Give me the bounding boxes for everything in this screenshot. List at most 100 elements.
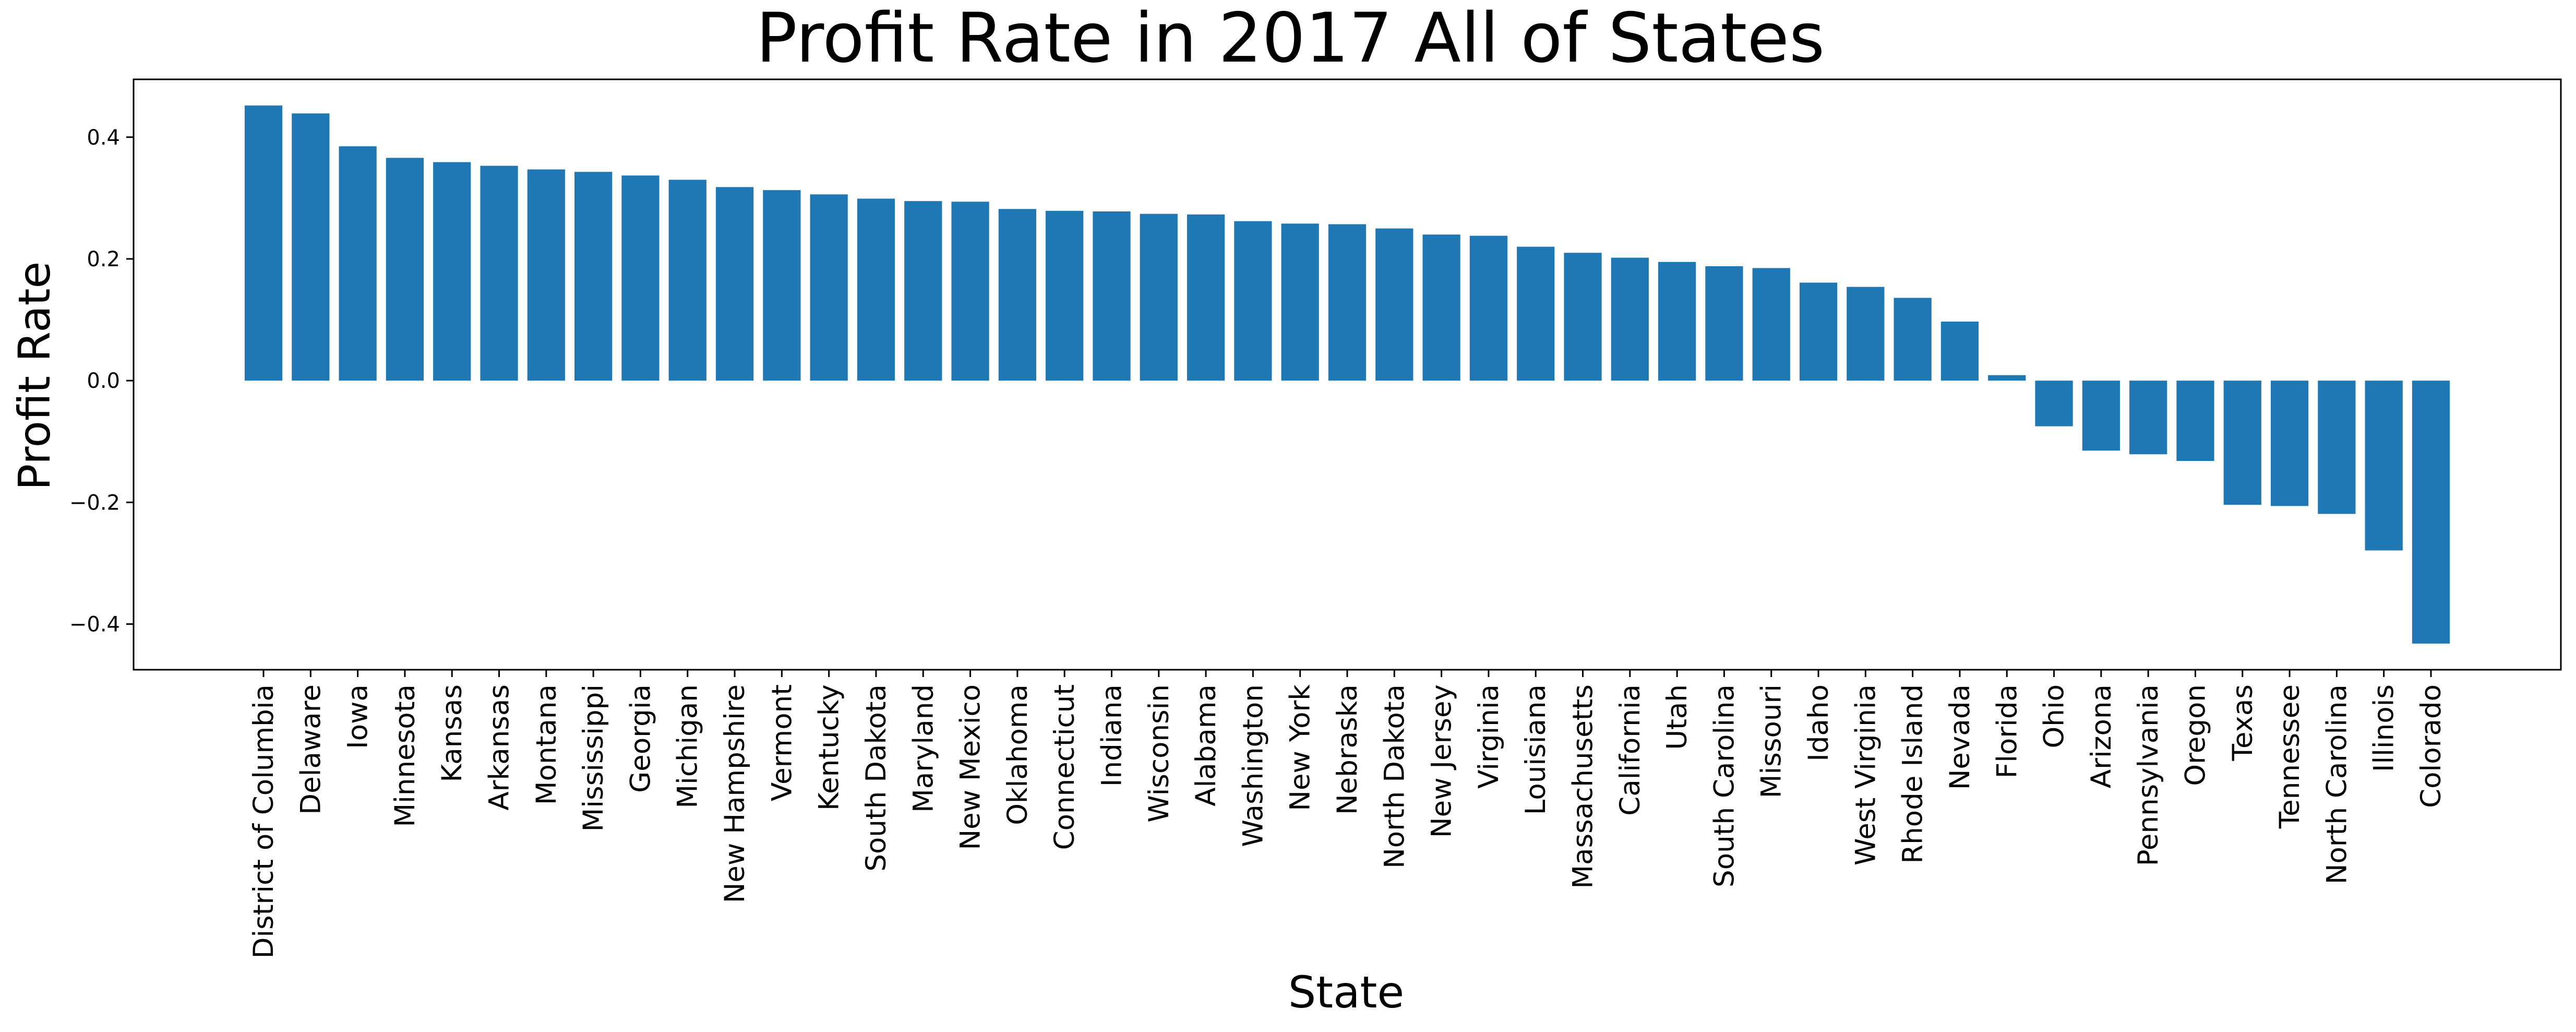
x-tick-label: Connecticut [1049, 684, 1081, 850]
bar-arkansas [480, 165, 518, 381]
bar-tennessee [2270, 381, 2309, 506]
x-tick-label: Missouri [1756, 684, 1788, 798]
x-tick-label: Rhode Island [1897, 684, 1929, 864]
bar-oklahoma [998, 209, 1036, 381]
bar-michigan [668, 180, 706, 381]
x-tick-label: North Carolina [2321, 684, 2353, 884]
bar-new-hampshire [715, 187, 754, 381]
x-tick-label: Virginia [1473, 684, 1505, 789]
x-tick-label: New Jersey [1426, 684, 1458, 838]
bar-iowa [339, 146, 377, 381]
y-tick-label: −0.4 [69, 613, 120, 637]
bar-massachusetts [1564, 253, 1602, 381]
y-ticks-group: −0.4 −0.2 0.0 0.2 0.4 [69, 126, 134, 637]
bar-connecticut [1046, 210, 1084, 381]
x-tick-label: Pennsylvania [2132, 684, 2164, 866]
bar-district-of-columbia [244, 105, 283, 381]
x-tick-label: Texas [2227, 684, 2259, 762]
bar-virginia [1469, 235, 1508, 381]
bar-illinois [2365, 381, 2403, 551]
bar-maryland [904, 201, 942, 381]
x-tick-label: Ohio [2039, 684, 2070, 748]
x-ticks-group: District of Columbia Delaware Iowa Minnesot… [248, 670, 2447, 958]
x-tick-label: Georgia [625, 684, 656, 793]
bar-west-virginia [1847, 287, 1885, 381]
x-tick-label: Iowa [342, 684, 374, 749]
y-tick-label: −0.2 [69, 491, 120, 515]
bar-louisiana [1517, 246, 1555, 381]
bar-montana [527, 169, 565, 381]
bar-colorado [2412, 381, 2450, 644]
x-tick-label: Montana [531, 684, 562, 805]
bar-new-york [1281, 223, 1319, 381]
x-tick-label: Colorado [2415, 684, 2447, 808]
bar-vermont [763, 190, 801, 381]
x-tick-label: Arizona [2086, 684, 2117, 788]
bar-north-dakota [1375, 228, 1413, 381]
x-tick-label: New Hampshire [719, 684, 751, 903]
chart-title: Profit Rate in 2017 All of States [756, 0, 1825, 78]
x-axis-label: State [1288, 967, 1404, 1018]
x-tick-label: Florida [1991, 684, 2023, 778]
x-tick-label: North Dakota [1379, 684, 1410, 869]
x-tick-label: Michigan [672, 684, 704, 809]
bar-oregon [2176, 381, 2214, 461]
bar-new-mexico [951, 201, 989, 381]
bar-south-carolina [1705, 266, 1743, 381]
bar-rhode-island [1894, 298, 1932, 381]
bar-wisconsin [1140, 213, 1178, 381]
x-tick-label: New Mexico [955, 684, 987, 850]
x-tick-label: Oregon [2179, 684, 2211, 786]
bar-nebraska [1328, 224, 1367, 381]
bar-minnesota [386, 158, 424, 381]
x-tick-label: Alabama [1190, 684, 1222, 806]
x-tick-label: California [1614, 684, 1646, 816]
bar-south-dakota [857, 198, 895, 381]
x-tick-label: Massachusetts [1567, 684, 1599, 889]
x-tick-label: South Dakota [860, 684, 892, 872]
y-axis-label: Profit Rate [9, 262, 60, 490]
x-tick-label: Wisconsin [1143, 684, 1175, 823]
x-tick-label: District of Columbia [248, 684, 280, 958]
x-tick-label: Nebraska [1332, 684, 1363, 815]
x-tick-label: Oklahoma [1002, 684, 1034, 825]
bar-arizona [2082, 381, 2120, 451]
x-tick-label: Mississippi [578, 684, 609, 832]
x-tick-label: Minnesota [389, 684, 421, 827]
x-tick-label: Maryland [907, 684, 939, 813]
x-tick-label: Idaho [1803, 684, 1835, 762]
x-tick-label: South Carolina [1708, 684, 1740, 887]
y-tick-label: 0.2 [87, 247, 120, 271]
x-tick-label: New York [1285, 684, 1316, 811]
bar-washington [1234, 221, 1272, 381]
x-tick-label: Illinois [2368, 684, 2400, 772]
bar-nevada [1940, 322, 1979, 381]
bar-indiana [1093, 211, 1131, 381]
bar-delaware [292, 113, 330, 381]
x-tick-label: Indiana [1096, 684, 1128, 787]
bar-new-jersey [1422, 234, 1460, 381]
x-tick-label: West Virginia [1850, 684, 1882, 865]
bar-idaho [1799, 282, 1838, 381]
x-tick-label: Kentucky [813, 684, 845, 811]
bar-kentucky [810, 194, 848, 381]
x-tick-label: Vermont [766, 684, 798, 801]
bar-pennsylvania [2129, 381, 2167, 455]
bar-utah [1658, 262, 1696, 381]
bar-kansas [433, 162, 471, 381]
bars-group [244, 105, 2450, 644]
bar-mississippi [574, 172, 613, 381]
x-tick-label: Arkansas [484, 684, 516, 811]
x-tick-label: Tennessee [2274, 684, 2306, 829]
x-tick-label: Nevada [1944, 684, 1976, 790]
bar-florida [1988, 375, 2026, 381]
bar-missouri [1752, 268, 1790, 381]
bar-north-carolina [2318, 381, 2356, 514]
x-tick-label: Kansas [436, 684, 468, 782]
bar-texas [2223, 381, 2261, 505]
bar-alabama [1187, 214, 1225, 381]
bar-georgia [621, 175, 660, 381]
y-tick-label: 0.4 [87, 126, 120, 150]
bar-california [1611, 257, 1649, 381]
